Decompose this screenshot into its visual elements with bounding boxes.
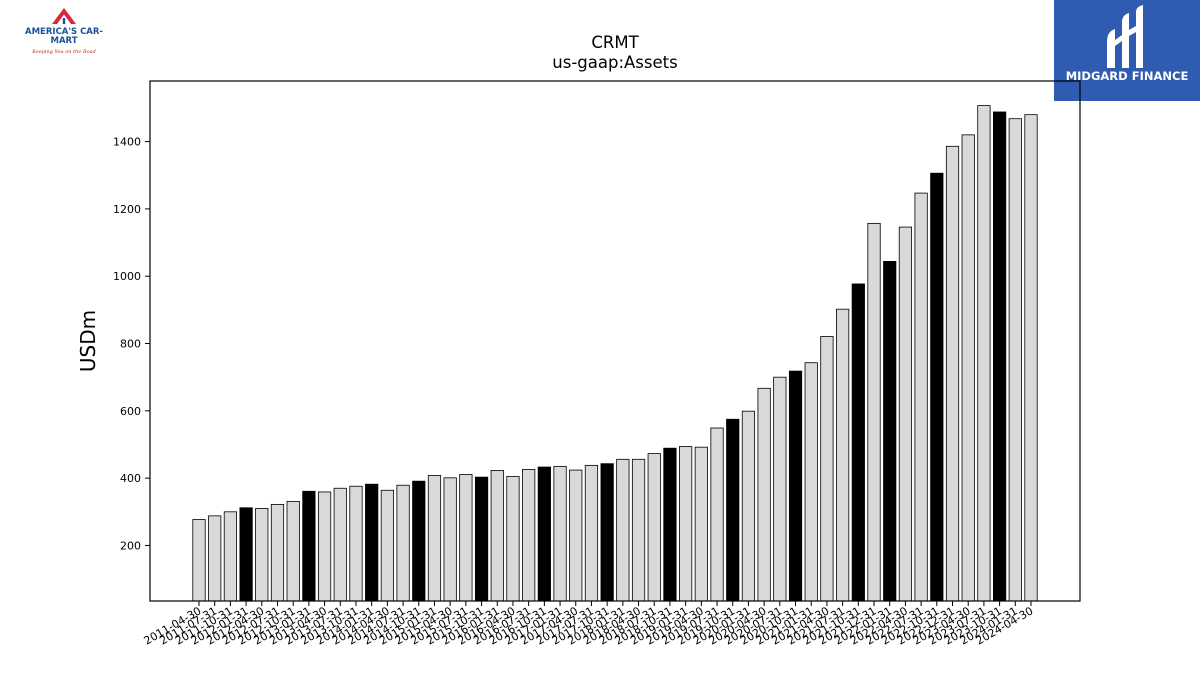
bar-2015-10-31 — [474, 476, 489, 602]
bar-2023-07-31 — [977, 105, 991, 602]
bar-2011-10-31 — [223, 511, 237, 602]
bar-2015-07-31 — [459, 474, 473, 602]
bar-2022-04-30 — [898, 226, 913, 602]
americas-car-mart-logo: AMERICA'S CAR-MART Keeping You on the Ro… — [22, 6, 106, 58]
bar-2014-07-31 — [396, 484, 410, 602]
bar-2017-10-31 — [600, 463, 614, 602]
chart-subtitle: us-gaap:Assets — [552, 53, 677, 72]
bar-2015-04-30 — [443, 477, 457, 602]
bar-2011-07-31 — [208, 515, 222, 602]
x-axis-ticks: 2011-04-302011-07-312011-10-312012-01-31… — [142, 601, 1036, 648]
y-axis-label: USDm — [76, 310, 100, 372]
bar-2018-07-31 — [647, 453, 661, 602]
bar-2023-04-30 — [961, 134, 975, 602]
bar-2021-01-31 — [804, 362, 818, 602]
bar-2015-01-31 — [427, 475, 442, 602]
bar-2012-10-31 — [286, 500, 300, 602]
bar-2013-01-31 — [302, 490, 316, 602]
bar-2022-01-31 — [883, 260, 897, 602]
y-tick-label-400: 400 — [120, 472, 141, 485]
bar-2014-01-31 — [365, 483, 379, 602]
bar-2014-10-31 — [412, 480, 426, 602]
bar-2020-04-30 — [757, 387, 771, 602]
y-tick-label-1000: 1000 — [113, 270, 141, 283]
plot-frame — [149, 80, 1081, 602]
midgard-m-icon — [1107, 5, 1143, 68]
y-tick-label-1200: 1200 — [113, 203, 141, 216]
y-axis-ticks: 200 400 600 800 1000 1200 1400 — [113, 136, 150, 552]
bar-2024-01-31 — [1008, 118, 1022, 602]
bar-2012-04-30 — [255, 508, 269, 602]
bar-2022-10-31 — [930, 172, 944, 602]
y-tick-label-800: 800 — [120, 338, 141, 351]
bar-2023-10-31 — [993, 111, 1007, 602]
bar-2021-07-31 — [836, 308, 850, 602]
bar-2016-01-31 — [490, 470, 504, 602]
bar-2020-07-31 — [773, 376, 787, 602]
bar-2019-04-30 — [694, 446, 708, 602]
bar-2013-04-30 — [317, 491, 332, 602]
car-mart-a-icon — [52, 8, 76, 24]
bar-2012-07-31 — [270, 503, 285, 602]
midgard-wordmark: MIDGARD FINANCE — [1065, 69, 1189, 83]
car-mart-wordmark: AMERICA'S CAR-MART — [25, 27, 103, 46]
bar-2022-12-31 — [945, 145, 960, 602]
bar-2018-10-31 — [663, 447, 677, 602]
midgard-finance-logo: MIDGARD FINANCE — [1054, 0, 1200, 101]
bar-2021-04-30 — [820, 336, 834, 602]
bar-2016-07-31 — [522, 468, 536, 602]
bar-2017-07-31 — [584, 464, 599, 602]
bar-2012-01-31 — [239, 507, 253, 602]
bar-2018-04-30 — [631, 458, 646, 602]
bar-2013-10-31 — [349, 485, 363, 602]
bar-2019-07-31 — [710, 427, 724, 602]
bar-2020-10-31 — [788, 370, 803, 602]
chart-title: CRMT — [591, 33, 639, 52]
bar-2019-10-31 — [726, 418, 740, 602]
bars-group — [192, 105, 1038, 602]
bar-2020-01-31 — [741, 410, 756, 602]
y-tick-label-200: 200 — [120, 539, 141, 552]
car-mart-tagline: Keeping You on the Road — [32, 49, 96, 55]
bar-2024-04-30 — [1024, 114, 1038, 602]
y-tick-label-600: 600 — [120, 405, 141, 418]
bar-2019-01-31 — [679, 446, 693, 602]
bar-2016-10-31 — [537, 466, 551, 602]
bar-2021-12-31 — [867, 222, 881, 602]
bar-2014-04-30 — [380, 489, 394, 602]
bar-2021-10-31 — [851, 283, 865, 602]
bar-2022-07-31 — [914, 192, 928, 602]
bar-2018-01-31 — [616, 458, 630, 602]
y-tick-label-1400: 1400 — [113, 136, 141, 149]
bar-2016-04-30 — [506, 476, 520, 602]
bar-2017-01-31 — [553, 465, 567, 602]
bar-2017-04-30 — [569, 469, 583, 602]
bar-2013-07-31 — [333, 487, 347, 602]
bar-2011-04-30 — [192, 519, 206, 602]
